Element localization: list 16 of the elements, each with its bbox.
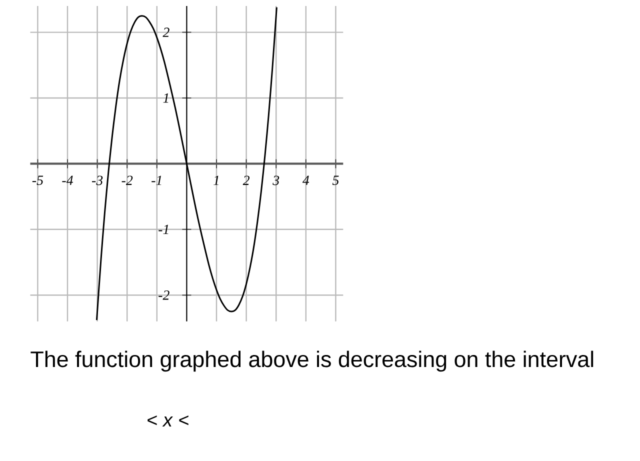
x-tick-label: -2 xyxy=(122,176,133,185)
x-tick-label: 4 xyxy=(302,176,310,185)
text: < x < xyxy=(148,415,188,427)
y-tick-label: 2 xyxy=(162,28,170,37)
text: The function graphed above is decreasing on the interval xyxy=(30,350,594,372)
x-tick-label: -1 xyxy=(152,176,162,185)
x-tick-label: -4 xyxy=(62,176,73,185)
x-tick-label: -5 xyxy=(32,176,44,185)
y-tick-label: 1 xyxy=(163,93,168,103)
x-tick-label: 5 xyxy=(332,176,339,185)
x-tick-label: 1 xyxy=(214,176,218,185)
x-tick-label: -3 xyxy=(92,176,103,186)
y-tick-label: -1 xyxy=(158,224,168,234)
y-tick-label: -2 xyxy=(158,290,170,300)
x-tick-label: 3 xyxy=(272,176,280,186)
x-tick-label: 2 xyxy=(242,176,250,185)
